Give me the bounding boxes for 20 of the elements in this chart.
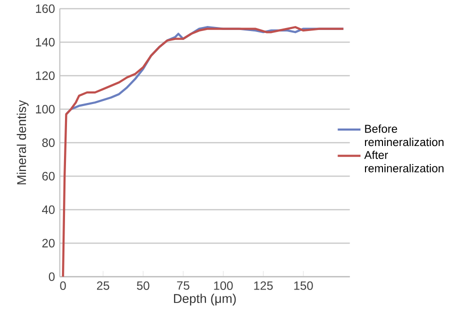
- y-axis-title: Mineral dentisy: [16, 100, 29, 184]
- y-tick-label: 60: [42, 172, 55, 181]
- x-tick-label: 0: [60, 282, 66, 290]
- x-tick-label: 50: [136, 282, 150, 290]
- y-tick-label: 160: [36, 4, 55, 14]
- x-tick-label: 125: [254, 282, 273, 290]
- y-tick-label: 100: [36, 105, 55, 114]
- y-tick-label: 0: [48, 272, 55, 282]
- x-axis-title: Depth (μm): [174, 294, 236, 306]
- y-tick-label: 80: [42, 138, 55, 148]
- x-tick-label: 75: [177, 282, 190, 290]
- y-tick-label: 140: [36, 38, 55, 47]
- legend-label: Before remineralization: [364, 124, 444, 146]
- y-tick-label: 20: [42, 239, 55, 248]
- x-tick-label: 100: [214, 282, 233, 290]
- x-tick-label: 25: [96, 282, 110, 290]
- x-tick-label: 150: [294, 282, 313, 290]
- y-tick-label: 40: [42, 206, 55, 214]
- y-tick-label: 120: [36, 72, 55, 80]
- legend-label: After remineralization: [364, 150, 444, 172]
